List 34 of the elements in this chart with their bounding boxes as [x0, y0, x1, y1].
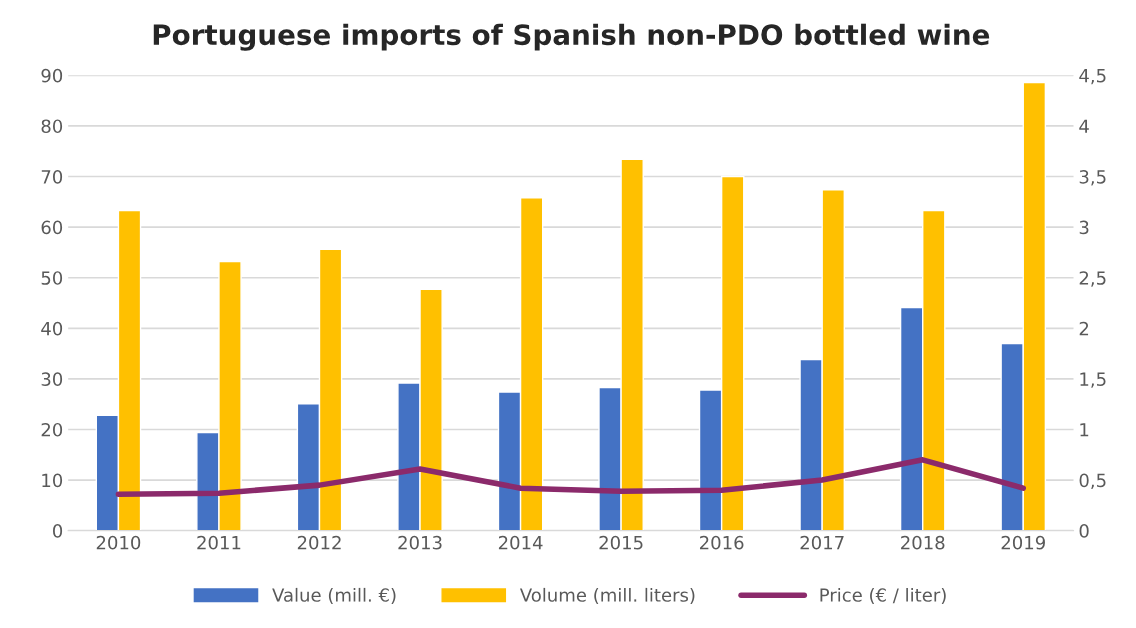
y2-tick-label: 0,5 — [1079, 473, 1106, 490]
y2-tick-label: 3 — [1079, 220, 1089, 235]
y2-tick-label: 1 — [1080, 423, 1089, 437]
x-tick-label: 2018 — [901, 535, 945, 550]
y-tick-label: 50 — [41, 271, 63, 285]
y-tick-label: 20 — [41, 422, 63, 437]
x-tick-label: 2019 — [1001, 535, 1045, 550]
x-tick-label: 2010 — [96, 535, 141, 550]
y-tick-label: 0 — [53, 524, 63, 538]
x-tick-label: 2011 — [197, 535, 241, 550]
legend-label: Price (€ / liter) — [820, 587, 946, 604]
y-tick-label: 60 — [41, 220, 63, 235]
x-tick-label: 2014 — [498, 535, 543, 550]
y2-tick-label: 2,5 — [1079, 271, 1106, 287]
y-tick-label: 40 — [41, 321, 63, 336]
x-tick-label: 2016 — [699, 535, 744, 550]
chart-title: Portuguese imports of Spanish non-PDO bottled wine — [153, 23, 990, 51]
y-tick-label: 10 — [42, 473, 63, 488]
x-tick-label: 2017 — [800, 535, 844, 550]
x-tick-label: 2013 — [398, 535, 442, 550]
x-tick-label: 2015 — [599, 535, 643, 550]
y-tick-label: 80 — [41, 119, 63, 134]
y2-tick-label: 3,5 — [1079, 170, 1106, 186]
y2-tick-label: 4,5 — [1079, 69, 1106, 85]
legend-label: Value (mill. €) — [272, 587, 396, 604]
legend-label: Volume (mill. liters) — [519, 587, 695, 604]
x-tick-label: 2012 — [297, 535, 341, 550]
y-tick-label: 90 — [41, 68, 63, 83]
y2-tick-label: 2 — [1079, 321, 1089, 336]
y2-tick-label: 1,5 — [1080, 372, 1106, 388]
y2-tick-label: 0 — [1079, 524, 1089, 538]
y2-tick-label: 4 — [1079, 119, 1089, 133]
y-tick-label: 30 — [41, 372, 63, 387]
y-tick-label: 70 — [41, 170, 63, 184]
